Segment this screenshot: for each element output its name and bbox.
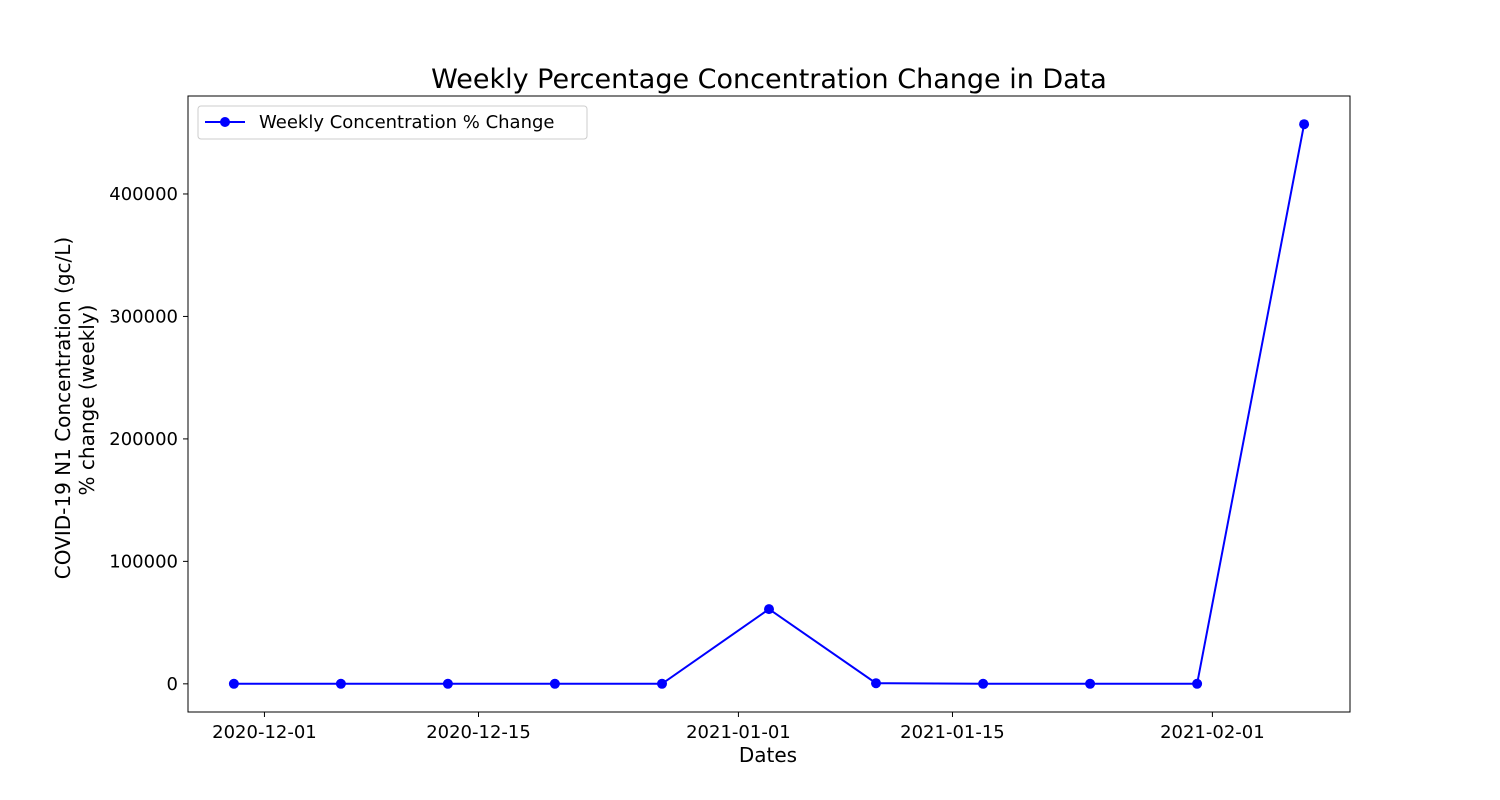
data-point — [1299, 119, 1310, 130]
data-point — [1192, 678, 1203, 689]
y-tick-label: 400000 — [109, 184, 178, 205]
chart-title: Weekly Percentage Concentration Change i… — [431, 64, 1107, 95]
y-tick-label: 0 — [167, 674, 178, 695]
data-point — [978, 678, 989, 689]
x-tick-label: 2021-01-01 — [686, 722, 791, 743]
legend: Weekly Concentration % Change — [197, 105, 588, 140]
legend-marker-swatch — [220, 117, 230, 127]
data-point — [764, 604, 774, 615]
y-axis-label: COVID-19 N1 Concentration (gc/L) % chang… — [51, 237, 99, 579]
x-tick-label: 2020-12-15 — [426, 722, 531, 743]
data-point — [549, 678, 560, 689]
data-point — [442, 678, 453, 689]
x-axis: 2020-12-01 2020-12-15 2021-01-01 2021-01-15… — [212, 712, 1265, 743]
y-axis-label-line-2: % change (weekly) — [75, 305, 99, 496]
x-tick-label: 2021-01-15 — [900, 722, 1005, 743]
data-point — [1085, 678, 1096, 689]
data-point — [871, 678, 881, 689]
x-tick-label: 2020-12-01 — [212, 722, 317, 743]
data-point — [228, 678, 239, 689]
y-tick-label: 200000 — [109, 429, 178, 450]
data-point — [657, 678, 667, 689]
series-layer — [228, 119, 1310, 689]
x-axis-label: Dates — [739, 743, 797, 767]
y-tick-label: 100000 — [109, 551, 178, 572]
x-tick-label: 2021-02-01 — [1160, 722, 1265, 743]
legend-box — [197, 105, 588, 140]
data-point — [335, 678, 346, 689]
y-tick-label: 300000 — [109, 306, 178, 327]
legend-entry: Weekly Concentration % Change — [259, 112, 555, 133]
plot-area — [187, 95, 1351, 713]
y-axis-label-line-1: COVID-19 N1 Concentration (gc/L) — [51, 237, 75, 579]
y-axis: 0 100000 200000 300000 400000 — [109, 184, 188, 695]
